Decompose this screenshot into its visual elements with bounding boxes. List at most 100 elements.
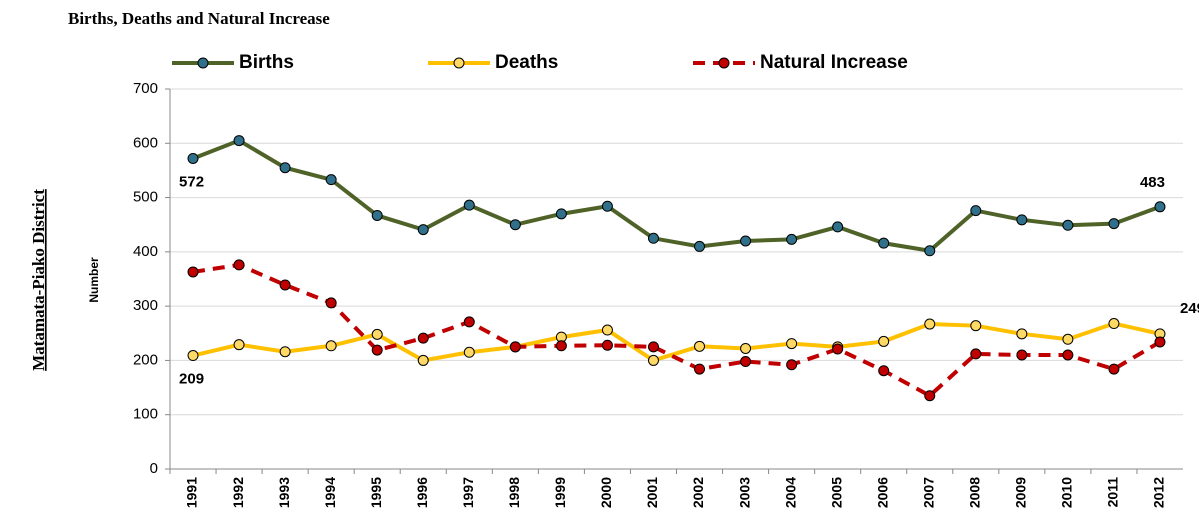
marker [1062, 219, 1074, 231]
marker [279, 346, 291, 358]
x-tick-label: 2010 [1059, 477, 1075, 508]
marker [463, 199, 475, 211]
marker [878, 365, 890, 377]
marker [694, 340, 706, 352]
x-tick-label: 2009 [1013, 477, 1029, 508]
x-tick-label: 2007 [920, 477, 936, 508]
data-label: 209 [179, 371, 204, 388]
marker [555, 208, 567, 220]
y-tick-label: 400 [133, 243, 158, 260]
y-tick-label: 600 [133, 134, 158, 151]
x-tick-label: 1991 [184, 477, 200, 508]
x-tick-label: 2002 [690, 477, 706, 508]
side-label: Matamata-Piako District [29, 189, 48, 371]
marker [878, 237, 890, 249]
x-tick-label: 2011 [1105, 477, 1121, 508]
x-tick-label: 1997 [460, 477, 476, 508]
marker [1108, 363, 1120, 375]
marker [694, 240, 706, 252]
x-tick-label: 2012 [1151, 477, 1167, 508]
x-tick-label: 1998 [506, 477, 522, 508]
marker [601, 200, 613, 212]
y-tick-label: 200 [133, 351, 158, 368]
y-tick-label: 100 [133, 406, 158, 423]
marker [1154, 336, 1166, 348]
marker [970, 320, 982, 332]
marker [786, 359, 798, 371]
marker [924, 245, 936, 257]
x-tick-label: 1999 [552, 477, 568, 508]
marker [694, 363, 706, 375]
series-line [192, 138, 1161, 253]
x-tick-label: 1996 [414, 477, 430, 508]
marker [417, 332, 429, 344]
marker [1108, 318, 1120, 330]
marker [279, 162, 291, 174]
x-tick-label: 2001 [644, 477, 660, 508]
marker [187, 350, 199, 362]
marker [1016, 328, 1028, 340]
marker [601, 324, 613, 336]
marker [647, 341, 659, 353]
marker [325, 340, 337, 352]
x-tick-label: 1993 [276, 477, 292, 508]
x-tick-label: 1992 [230, 477, 246, 508]
y-axis-label: Number [87, 257, 101, 303]
marker [1062, 349, 1074, 361]
marker [509, 219, 521, 231]
marker [325, 297, 337, 309]
marker [1062, 333, 1074, 345]
marker [509, 341, 521, 353]
marker [786, 338, 798, 350]
marker [463, 316, 475, 328]
data-label: 483 [1140, 174, 1165, 191]
marker [924, 390, 936, 402]
marker [1016, 214, 1028, 226]
marker [740, 342, 752, 354]
legend-label: Natural Increase [760, 52, 908, 73]
marker [924, 318, 936, 330]
data-label: 572 [179, 173, 204, 190]
legend-marker [718, 57, 730, 69]
marker [740, 235, 752, 247]
legend-marker [453, 57, 465, 69]
marker [832, 343, 844, 355]
x-tick-label: 2004 [782, 477, 798, 508]
x-tick-label: 2003 [736, 477, 752, 508]
marker [740, 356, 752, 368]
legend-label: Births [239, 52, 294, 73]
marker [1108, 218, 1120, 230]
marker [647, 232, 659, 244]
y-tick-label: 0 [150, 460, 158, 477]
series-line [192, 321, 1161, 363]
marker [786, 233, 798, 245]
marker [970, 205, 982, 217]
marker [371, 344, 383, 356]
y-tick-label: 700 [133, 80, 158, 97]
data-label: 249 [1180, 300, 1199, 317]
marker [647, 354, 659, 366]
marker [878, 335, 890, 347]
marker [187, 266, 199, 278]
marker [555, 340, 567, 352]
x-tick-label: 2006 [874, 477, 890, 508]
marker [463, 346, 475, 358]
x-tick-label: 2005 [828, 477, 844, 508]
marker [325, 174, 337, 186]
marker [187, 152, 199, 164]
x-tick-label: 1994 [322, 477, 338, 508]
marker [417, 354, 429, 366]
marker [601, 339, 613, 351]
y-tick-label: 300 [133, 297, 158, 314]
marker [371, 209, 383, 221]
legend-marker [197, 57, 209, 69]
x-tick-label: 2000 [598, 477, 614, 508]
marker [970, 348, 982, 360]
marker [233, 339, 245, 351]
marker [371, 328, 383, 340]
series-line [192, 262, 1161, 399]
legend-label: Deaths [495, 52, 558, 73]
x-tick-label: 2008 [966, 477, 982, 508]
marker [233, 135, 245, 147]
